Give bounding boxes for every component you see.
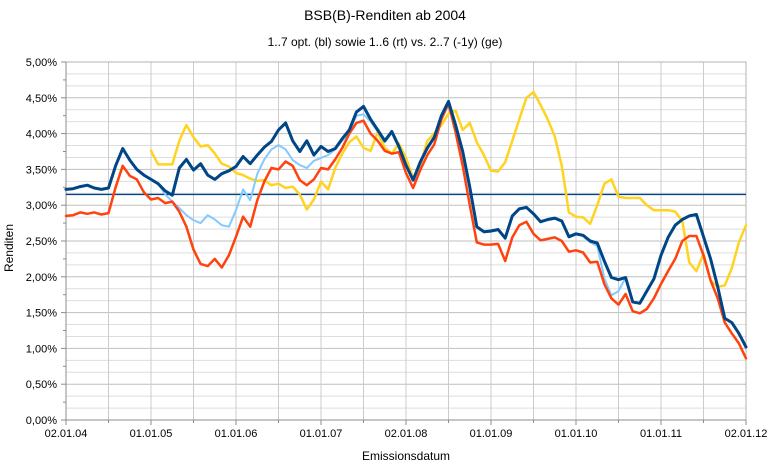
y-tick-label: 5,00% — [26, 57, 57, 69]
y-tick-label: 2,50% — [26, 236, 57, 248]
chart-title: BSB(B)-Renditen ab 2004 — [304, 7, 466, 23]
series-line-1-7-opt-dunkelblau- — [64, 99, 748, 349]
y-tick-label: 4,50% — [26, 93, 57, 105]
y-tick-label: 1,50% — [26, 308, 57, 320]
y-tick-label: 4,00% — [26, 129, 57, 141]
x-tick-label: 02.01.04 — [45, 428, 88, 440]
y-axis-title: Renditen — [2, 223, 16, 273]
x-tick-label: 02.01.12 — [725, 428, 768, 440]
x-tick-label: 01.01.10 — [555, 428, 598, 440]
x-tick-label: 01.01.06 — [215, 428, 258, 440]
y-tick-label: 1,00% — [26, 343, 57, 355]
x-tick-label: 01.01.07 — [300, 428, 343, 440]
series-line-2-7-1y-gelb- — [149, 90, 748, 289]
x-tick-label: 01.01.05 — [130, 428, 173, 440]
y-tick-label: 0,00% — [26, 415, 57, 427]
x-tick-label: 01.01.09 — [470, 428, 513, 440]
y-tick-label: 3,50% — [26, 164, 57, 176]
x-tick-label: 02.01.08 — [385, 428, 428, 440]
series-line-1-6-rot- — [64, 102, 748, 360]
y-tick-label: 3,00% — [26, 200, 57, 212]
x-tick-label: 01.01.11 — [640, 428, 682, 440]
x-axis-title: Emissionsdatum — [361, 449, 451, 463]
y-tick-label: 2,00% — [26, 272, 57, 284]
chart-subtitle: 1..7 opt. (bl) sowie 1..6 (rt) vs. 2..7 … — [267, 35, 503, 49]
y-tick-label: 0,50% — [26, 379, 57, 391]
